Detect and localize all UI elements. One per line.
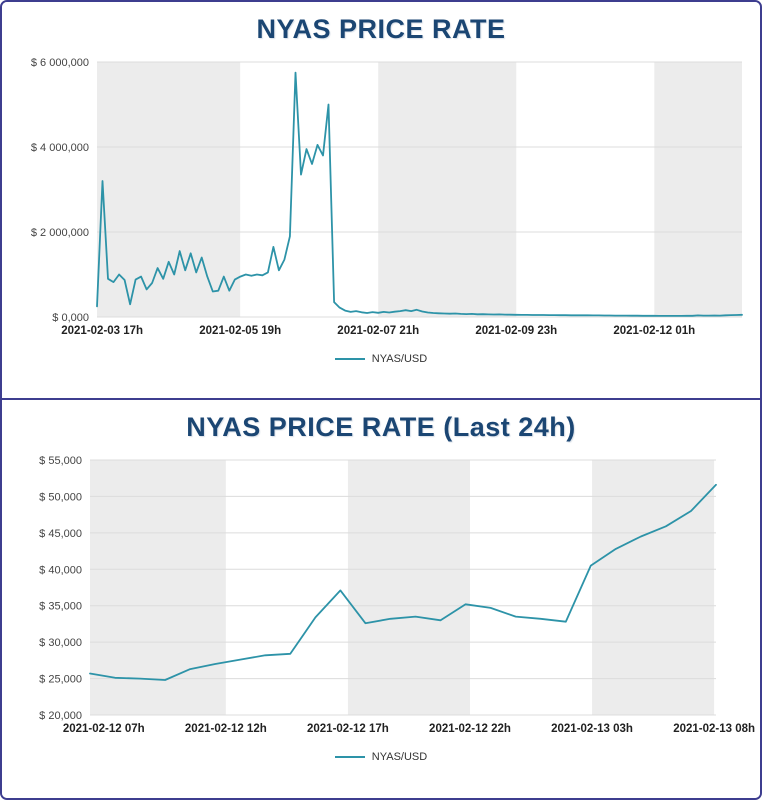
y-tick-label: $ 35,000 xyxy=(39,601,82,613)
price-last-24h-chart: $ 55,000 $ 50,000 $ 45,000 $ 40,000 $ 35,000… xyxy=(39,455,755,735)
y-tick-label: $ 30,000 xyxy=(39,637,82,649)
x-tick-label: 2021-02-05 19h xyxy=(199,325,281,337)
x-tick-label: 2021-02-12 12h xyxy=(185,723,267,735)
price-history-chart: $ 6 000,000 $ 4 000,000 $ 2 000,000 $ 0,000… xyxy=(31,57,743,337)
legend-last-24h: NYAS/USD xyxy=(2,751,760,763)
last-24h-chart-panel: NYAS PRICE RATE (Last 24h) $ 55,000 $ 50,… xyxy=(2,400,760,798)
y-tick-label: $ 50,000 xyxy=(39,491,82,503)
chart-title-last-24h: NYAS PRICE RATE (Last 24h) xyxy=(186,412,576,442)
y-tick-label: $ 6 000,000 xyxy=(31,57,89,69)
x-tick-label: 2021-02-07 21h xyxy=(337,325,419,337)
x-tick-label: 2021-02-13 08h xyxy=(673,723,755,735)
x-tick-label: 2021-02-03 17h xyxy=(61,325,143,337)
plot-band xyxy=(347,460,470,715)
x-tick-label: 2021-02-12 01h xyxy=(613,325,695,337)
y-tick-label: $ 40,000 xyxy=(39,564,82,576)
y-tick-label: $ 20,000 xyxy=(39,710,82,722)
plot-band xyxy=(378,62,517,317)
legend-label: NYAS/USD xyxy=(371,751,428,763)
legend-line-swatch xyxy=(334,358,365,360)
full-history-chart-panel: NYAS PRICE RATE $ 6 000,000 $ 4 000,000 $ … xyxy=(2,2,760,400)
y-tick-label: $ 45,000 xyxy=(39,528,82,540)
plot-band xyxy=(654,62,742,317)
x-tick-label: 2021-02-09 23h xyxy=(475,325,557,337)
y-tick-label: $ 25,000 xyxy=(39,674,82,686)
plot-band xyxy=(97,62,241,317)
price-line xyxy=(89,483,717,681)
x-tick-label: 2021-02-12 07h xyxy=(63,723,145,735)
plot-band xyxy=(592,460,715,715)
y-tick-label: $ 0,000 xyxy=(52,312,89,324)
y-tick-label: $ 4 000,000 xyxy=(31,142,89,154)
y-tick-label: $ 55,000 xyxy=(39,455,82,467)
y-tick-label: $ 2 000,000 xyxy=(31,227,89,239)
legend-label: NYAS/USD xyxy=(371,353,428,365)
legend-full-history: NYAS/USD xyxy=(2,353,760,365)
x-tick-label: 2021-02-13 03h xyxy=(551,723,633,735)
plot-band xyxy=(90,460,226,715)
price-line xyxy=(96,71,743,317)
x-tick-label: 2021-02-12 17h xyxy=(307,723,389,735)
x-tick-label: 2021-02-12 22h xyxy=(429,723,511,735)
chart-title-full-history: NYAS PRICE RATE xyxy=(256,14,506,44)
legend-line-swatch xyxy=(334,756,365,758)
